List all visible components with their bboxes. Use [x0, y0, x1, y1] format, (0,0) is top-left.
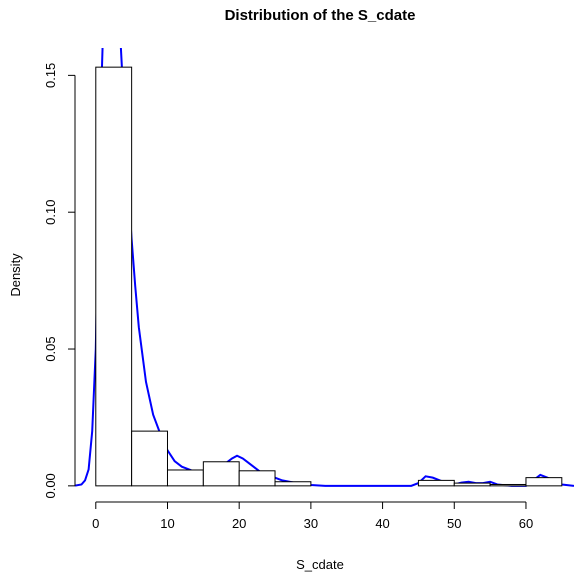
histogram-bar [202, 461, 240, 487]
histogram-bar [274, 481, 312, 487]
y-tick-label: 0.10 [43, 200, 58, 225]
histogram-bar [489, 483, 527, 487]
x-axis-label: S_cdate [296, 557, 344, 572]
x-tick-label: 50 [447, 516, 461, 531]
x-tick-label: 0 [92, 516, 99, 531]
chart-title: Distribution of the S_cdate [225, 7, 416, 24]
histogram-bar [131, 430, 168, 487]
histogram-bar [453, 482, 491, 487]
x-tick-label: 40 [375, 516, 389, 531]
density-line [75, 48, 574, 487]
histogram-bar [525, 477, 563, 487]
histogram-bar [417, 479, 455, 487]
x-tick-label: 60 [519, 516, 533, 531]
x-tick-label: 30 [304, 516, 318, 531]
y-tick-label: 0.05 [43, 336, 58, 361]
x-tick-label: 20 [232, 516, 246, 531]
y-axis-label: Density [8, 253, 23, 297]
histogram-bar [166, 469, 204, 487]
histogram-bar [95, 66, 133, 487]
histogram-bar [238, 470, 276, 487]
y-tick-label: 0.00 [43, 473, 58, 498]
plot-area [75, 48, 574, 487]
x-tick-label: 10 [160, 516, 174, 531]
y-tick-label: 0.15 [43, 63, 58, 88]
